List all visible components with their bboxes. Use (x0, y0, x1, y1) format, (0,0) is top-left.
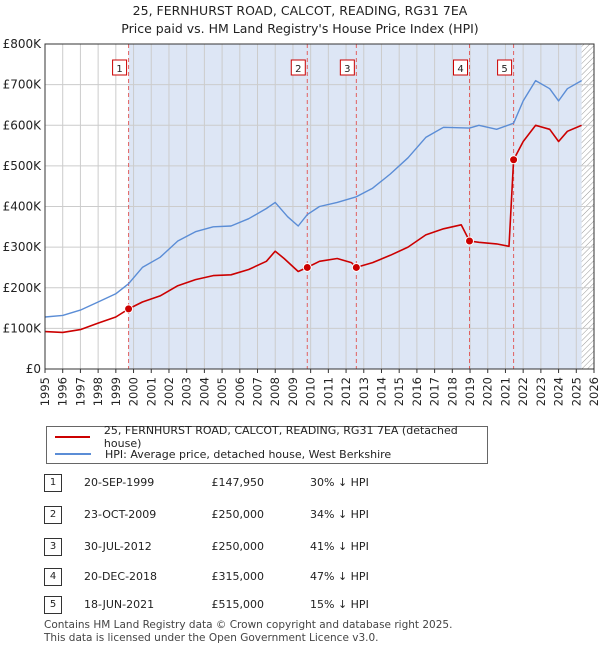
sale-point (509, 155, 519, 165)
y-tick-label: £800K (3, 37, 43, 51)
x-tick-label: 2018 (445, 377, 459, 406)
legend-item-property: 25, FERNHURST ROAD, CALCOT, READING, RG3… (55, 424, 487, 450)
x-tick-label: 2015 (392, 377, 406, 406)
x-tick-label: 2007 (251, 377, 265, 406)
footer-licence: This data is licensed under the Open Gov… (44, 632, 379, 644)
legend-property-label: 25, FERNHURST ROAD, CALCOT, READING, RG3… (103, 424, 458, 450)
sale-price: £315,000 (211, 570, 265, 583)
sale-number-badge: 1 (44, 474, 62, 492)
y-tick-label: £600K (3, 118, 43, 132)
x-tick-label: 2012 (339, 377, 353, 406)
sale-price: £147,950 (211, 476, 265, 489)
sale-date: 20-SEP-1999 (84, 476, 155, 489)
x-tick-label: 2022 (516, 377, 530, 406)
property-price-line (44, 124, 582, 334)
y-tick-label: £100K (3, 321, 43, 335)
x-tick-label: 1995 (38, 377, 52, 406)
x-tick-label: 2017 (428, 377, 442, 406)
sale-row: 1 20-SEP-1999 £147,950 30% ↓ HPI (44, 474, 564, 492)
x-tick-label: 2003 (180, 377, 194, 406)
x-tick-label: 2021 (498, 377, 512, 406)
sale-hpi-diff: 34% ↓ HPI (310, 508, 369, 521)
sale-label: 5 (501, 64, 507, 75)
x-tick-label: 2011 (321, 377, 335, 406)
sale-row: 5 18-JUN-2021 £515,000 15% ↓ HPI (44, 596, 564, 614)
sale-date: 20-DEC-2018 (84, 570, 158, 583)
sale-hpi-diff: 47% ↓ HPI (310, 570, 369, 583)
x-tick-label: 2025 (569, 377, 583, 406)
sale-point (124, 304, 134, 314)
x-tick-label: 2000 (127, 377, 141, 406)
sale-price: £250,000 (211, 540, 265, 553)
x-tick-label: 2005 (215, 377, 229, 406)
sale-label-box (453, 59, 469, 76)
chart-title: 25, FERNHURST ROAD, CALCOT, READING, RG3… (132, 3, 468, 18)
sale-row: 4 20-DEC-2018 £315,000 47% ↓ HPI (44, 568, 564, 586)
sale-label: 2 (295, 64, 301, 75)
x-tick-label: 2016 (410, 377, 424, 406)
x-tick-label: 2014 (374, 377, 388, 406)
sale-label: 1 (116, 64, 122, 75)
y-tick-label: £200K (3, 281, 43, 295)
plot-border (44, 43, 595, 370)
sale-label-box (290, 59, 306, 76)
y-tick-label: £400K (3, 200, 43, 214)
chart-legend: 25, FERNHURST ROAD, CALCOT, READING, RG3… (46, 424, 488, 464)
y-tick-label: £700K (3, 78, 43, 92)
legend-item-hpi: HPI: Average price, detached house, West… (55, 446, 391, 462)
x-tick-label: 2009 (286, 377, 300, 406)
x-tick-label: 2019 (463, 377, 477, 406)
sale-number-badge: 2 (44, 506, 62, 524)
x-tick-label: 1996 (56, 377, 70, 406)
x-tick-label: 1998 (91, 377, 105, 406)
sale-price: £515,000 (211, 598, 265, 611)
footer-copyright: Contains HM Land Registry data © Crown c… (44, 619, 453, 631)
x-tick-label: 2006 (233, 377, 247, 406)
sale-label-box (339, 59, 355, 76)
sale-hpi-diff: 15% ↓ HPI (310, 598, 369, 611)
sale-date: 23-OCT-2009 (84, 508, 157, 521)
sale-date: 30-JUL-2012 (84, 540, 152, 553)
sale-label-box (112, 59, 128, 76)
sale-row: 3 30-JUL-2012 £250,000 41% ↓ HPI (44, 538, 564, 556)
x-tick-label: 2010 (304, 377, 318, 406)
sale-label: 4 (457, 64, 463, 75)
sale-label-box (497, 59, 513, 76)
x-tick-label: 2026 (587, 377, 600, 406)
legend-property-line (55, 436, 90, 438)
sale-point (351, 262, 361, 272)
price-chart: £0 £100K £200K £300K £400K £500K £600K £700K £80… (3, 37, 600, 406)
x-tick-label: 2024 (552, 377, 566, 406)
sale-hpi-diff: 30% ↓ HPI (310, 476, 369, 489)
x-tick-label: 1997 (73, 377, 87, 406)
sale-row: 2 23-OCT-2009 £250,000 34% ↓ HPI (44, 506, 564, 524)
x-tick-label: 1999 (109, 377, 123, 406)
sale-point (302, 262, 312, 272)
x-tick-label: 2020 (481, 377, 495, 406)
sale-number-badge: 4 (44, 568, 62, 586)
legend-hpi-label: HPI: Average price, detached house, West… (105, 447, 392, 461)
x-tick-label: 2013 (357, 377, 371, 406)
x-tick-label: 2008 (268, 377, 282, 406)
legend-hpi-line (55, 453, 91, 455)
sale-point (465, 236, 475, 246)
hpi-line (44, 79, 582, 318)
x-tick-label: 2023 (534, 377, 548, 406)
sale-label: 3 (344, 64, 350, 75)
y-tick-label: £0 (26, 362, 41, 376)
sale-price: £250,000 (211, 508, 265, 521)
x-tick-label: 2002 (162, 377, 176, 406)
sale-number-badge: 5 (44, 596, 62, 614)
sale-date: 18-JUN-2021 (84, 598, 155, 611)
x-tick-label: 2001 (144, 377, 158, 406)
x-tick-label: 2004 (197, 377, 211, 406)
y-tick-label: £300K (3, 240, 43, 254)
chart-subtitle: Price paid vs. HM Land Registry's House … (121, 21, 479, 36)
y-tick-label: £500K (3, 159, 43, 173)
sale-hpi-diff: 41% ↓ HPI (310, 540, 369, 553)
sale-number-badge: 3 (44, 538, 62, 556)
